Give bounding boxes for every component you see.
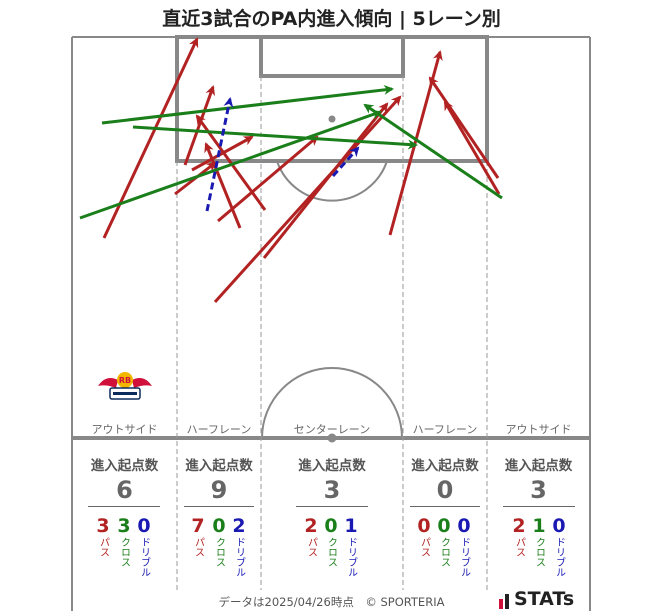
stat-pass: 7 パス: [191, 515, 205, 557]
dribble-arrow: [331, 146, 360, 177]
team-logo-icon: RB: [98, 372, 152, 400]
stat-heading: 進入起点数: [504, 458, 573, 474]
stat-dribble: 0 ドリブル: [552, 515, 566, 577]
pass-arrow: [428, 76, 500, 179]
stat-divider: [88, 506, 160, 507]
cross-arrow: [101, 84, 394, 125]
stat-heading: 進入起点数: [90, 458, 159, 474]
brand-logo: STATs: [514, 588, 575, 610]
pitch-lines: [71, 35, 591, 611]
lane-label-outside-right: アウトサイド: [505, 423, 572, 436]
pass-arrow: [191, 135, 254, 172]
stat-cross: 0 クロス: [212, 515, 226, 567]
lane-label-halfspace-right: ハーフレーン: [412, 423, 478, 436]
stat-heading: 進入起点数: [411, 458, 479, 474]
stat-divider: [296, 506, 368, 507]
stat-cross: 0 クロス: [437, 515, 451, 567]
stat-divider: [410, 506, 480, 507]
cross-arrow: [363, 103, 503, 200]
stat-pass: 2 パス: [512, 515, 526, 557]
pass-arrow: [183, 85, 216, 166]
stat-divider: [184, 506, 254, 507]
pass-arrow: [262, 102, 389, 259]
page-title: 直近3試合のPA内進入傾向 | 5レーン別: [162, 8, 501, 30]
stat-dribble: 2 ドリブル: [232, 515, 246, 577]
lane-label-outside-left: アウトサイド: [91, 423, 158, 436]
stats-brand-icon: [499, 594, 509, 609]
stat-dribble: 0 ドリブル: [457, 515, 471, 577]
stat-total: 6: [116, 476, 133, 504]
stat-dribble: 1 ドリブル: [344, 515, 358, 577]
lane-label-center: センターレーン: [293, 423, 371, 436]
stat-cross: 3 クロス: [117, 515, 131, 567]
stat-total: 3: [530, 476, 547, 504]
stat-heading: 進入起点数: [185, 458, 253, 474]
lane-label-halfspace-left: ハーフレーン: [186, 423, 252, 436]
stat-heading: 進入起点数: [298, 458, 366, 474]
stat-total: 9: [210, 476, 228, 504]
stat-total: 3: [323, 476, 341, 504]
stat-pass: 3 パス: [96, 515, 110, 557]
pass-arrow: [102, 37, 199, 239]
pass-arrow: [443, 100, 501, 195]
stat-pass: 0 パス: [417, 515, 431, 557]
stat-cross: 0 クロス: [324, 515, 338, 567]
pass-arrow: [213, 95, 402, 304]
dribble-arrows: [205, 97, 360, 212]
stat-dribble: 0 ドリブル: [137, 515, 151, 577]
stat-divider: [503, 506, 575, 507]
stat-pass: 2 パス: [304, 515, 318, 557]
lane-dividers: [176, 76, 488, 590]
dribble-arrow: [205, 97, 234, 212]
pass-arrow: [217, 135, 319, 223]
pass-arrows: [102, 37, 501, 304]
stat-cross: 1 クロス: [532, 515, 546, 567]
svg-text:RB: RB: [119, 376, 131, 385]
data-date-footer: データは2025/04/26時点 © SPORTERIA: [218, 595, 445, 609]
cross-arrow: [79, 109, 382, 220]
cross-arrow: [132, 125, 418, 150]
cross-arrows: [79, 84, 503, 220]
stat-total: 0: [436, 476, 454, 504]
